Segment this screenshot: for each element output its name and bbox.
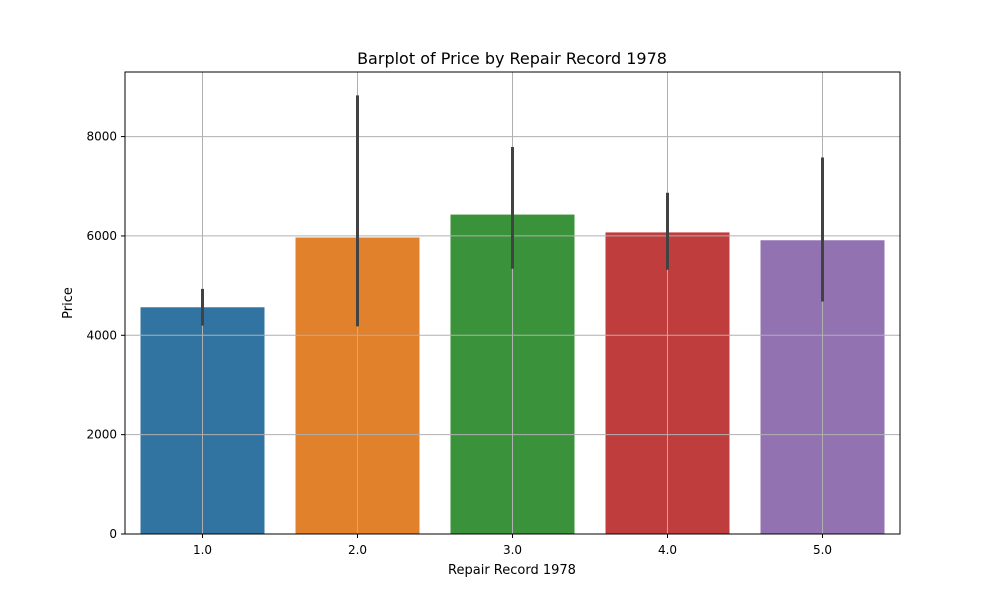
y-tick-label: 2000 (86, 428, 117, 442)
y-tick-label: 8000 (86, 130, 117, 144)
y-axis-label: Price (61, 287, 76, 319)
x-tick-label: 3.0 (503, 543, 522, 557)
chart-title: Barplot of Price by Repair Record 1978 (357, 49, 667, 68)
y-tick-label: 0 (109, 527, 117, 541)
x-tick-label: 4.0 (658, 543, 677, 557)
x-tick-label: 5.0 (813, 543, 832, 557)
x-axis-label: Repair Record 1978 (448, 563, 576, 578)
error-bars (201, 95, 824, 327)
y-axis-ticks: 0 2000 4000 6000 8000 (86, 130, 125, 541)
x-tick-label: 2.0 (348, 543, 367, 557)
x-axis-ticks: 1.0 2.0 3.0 4.0 5.0 (193, 534, 832, 557)
y-tick-label: 4000 (86, 328, 117, 342)
x-tick-label: 1.0 (193, 543, 212, 557)
y-tick-label: 6000 (86, 229, 117, 243)
